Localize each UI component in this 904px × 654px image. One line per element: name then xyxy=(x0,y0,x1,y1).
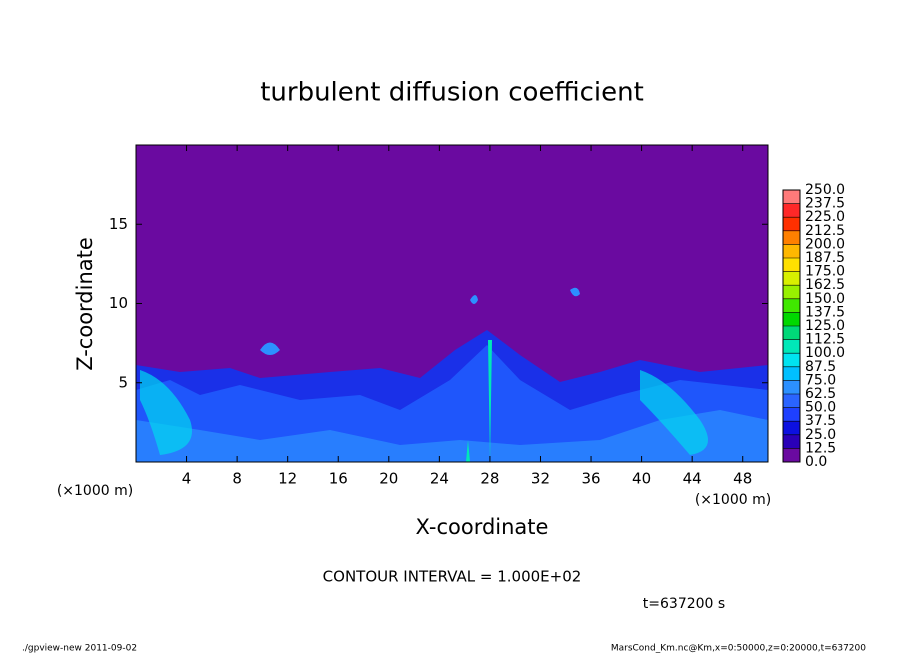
y-axis-label: Z-coordinate xyxy=(73,237,97,371)
colorbar-label: 0.0 xyxy=(805,454,827,470)
colorbar-label: 237.5 xyxy=(805,196,845,212)
colorbar-label: 50.0 xyxy=(805,400,836,416)
footer-right: MarsCond_Km.nc@Km,x=0:50000,z=0:20000,t=… xyxy=(611,644,866,654)
colorbar-label: 37.5 xyxy=(805,413,836,429)
colorbar-label: 125.0 xyxy=(805,318,845,334)
colorbar-label: 162.5 xyxy=(805,277,845,293)
colorbar-band xyxy=(783,285,800,299)
footer-left: ./gpview-new 2011-09-02 xyxy=(22,644,137,654)
y-tick-label: 5 xyxy=(118,373,128,391)
colorbar-label: 100.0 xyxy=(805,345,845,361)
colorbar-band xyxy=(783,203,800,218)
colorbar-frame xyxy=(782,189,801,463)
colorbar-label: 212.5 xyxy=(805,223,845,239)
colorbar-band xyxy=(783,353,800,367)
colorbar-label: 75.0 xyxy=(805,372,836,388)
colorbar-band xyxy=(783,407,800,422)
colorbar-band xyxy=(783,244,800,258)
y-tick-label: 10 xyxy=(109,294,128,312)
colorbar-band xyxy=(783,217,800,231)
time-label: t=637200 s xyxy=(643,596,725,612)
colorbar-band xyxy=(783,434,800,449)
colorbar-band xyxy=(783,380,800,394)
colorbar-band xyxy=(783,258,800,272)
colorbar-band xyxy=(783,339,800,354)
colorbar-label: 250.0 xyxy=(805,182,845,198)
colorbar-band xyxy=(783,312,800,326)
colorbar-label: 225.0 xyxy=(805,209,845,225)
x-axis-label: X-coordinate xyxy=(416,515,549,539)
field xyxy=(136,145,768,462)
x-tick-label: 28 xyxy=(480,470,499,488)
colorbar-label: 62.5 xyxy=(805,386,836,402)
x-tick-label: 20 xyxy=(379,470,398,488)
colorbar-label: 87.5 xyxy=(805,359,836,375)
colorbar-band xyxy=(783,448,800,462)
field-layer xyxy=(136,410,768,462)
colorbar-band xyxy=(783,421,800,435)
colorbar-label: 25.0 xyxy=(805,427,836,443)
field-layer xyxy=(466,340,492,462)
x-tick-label: 16 xyxy=(329,470,348,488)
contour-interval: CONTOUR INTERVAL = 1.000E+02 xyxy=(323,568,582,586)
x-tick-label: 8 xyxy=(232,470,242,488)
x-tick-label: 32 xyxy=(531,470,550,488)
x-tick-label: 44 xyxy=(683,470,702,488)
field-layer xyxy=(140,370,708,455)
x-tick-label: 40 xyxy=(632,470,651,488)
colorbar-band xyxy=(783,230,800,245)
colorbar-label: 112.5 xyxy=(805,332,845,348)
colorbar-band xyxy=(783,271,800,286)
y-tick-label: 15 xyxy=(109,215,128,233)
chart-title: turbulent diffusion coefficient xyxy=(260,78,644,108)
y-unit: (×1000 m) xyxy=(57,483,133,499)
x-tick-label: 4 xyxy=(182,470,192,488)
colorbar-band xyxy=(783,394,800,408)
x-tick-label: 36 xyxy=(581,470,600,488)
colorbar-band xyxy=(783,326,800,340)
colorbar-label: 12.5 xyxy=(805,440,836,456)
x-unit: (×1000 m) xyxy=(695,492,771,508)
colorbar-label: 150.0 xyxy=(805,291,845,307)
field-layer xyxy=(136,345,768,462)
colorbar-band xyxy=(783,190,800,204)
x-tick-label: 12 xyxy=(278,470,297,488)
colorbar-band xyxy=(783,298,800,313)
x-tick-label: 48 xyxy=(733,470,752,488)
colorbar-band xyxy=(783,366,800,381)
colorbar-label: 200.0 xyxy=(805,236,845,252)
colorbar-label: 187.5 xyxy=(805,250,845,266)
colorbar-label: 175.0 xyxy=(805,264,845,280)
colorbar-label: 137.5 xyxy=(805,304,845,320)
x-tick-label: 24 xyxy=(430,470,449,488)
